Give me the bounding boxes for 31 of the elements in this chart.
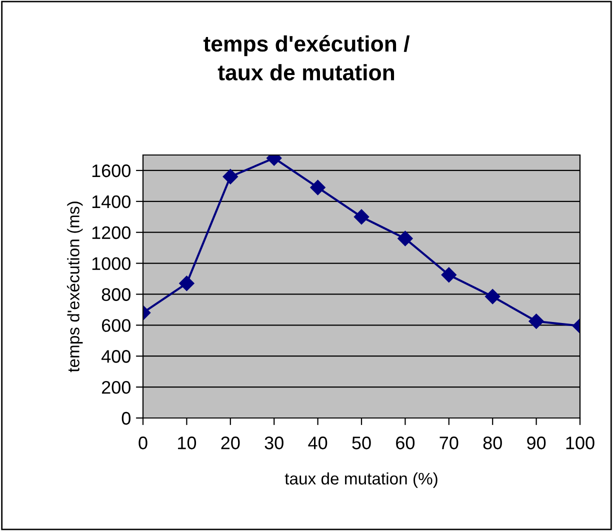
x-tick-label: 60 [396, 436, 415, 450]
y-tick-label: 200 [102, 380, 130, 394]
chart-title: temps d'exécution / taux de mutation [203, 35, 410, 80]
x-tick-label: 50 [352, 436, 371, 450]
x-axis-title: taux de mutation (%) [284, 472, 438, 488]
y-tick-label: 1400 [92, 195, 130, 208]
point [441, 267, 456, 282]
y-tick-label: 1000 [92, 257, 130, 270]
point [222, 169, 238, 184]
point [179, 276, 194, 291]
y-tick-label: 1600 [92, 164, 130, 178]
x-tick-label: 80 [483, 436, 502, 450]
point [310, 180, 326, 196]
point [398, 230, 413, 246]
x-tick-label: 40 [308, 436, 328, 450]
y-tick-label: 1200 [92, 226, 130, 240]
x-tick-label: 70 [440, 436, 458, 450]
x-tick-label: 20 [221, 436, 240, 450]
y-tick-label: 600 [102, 319, 130, 332]
y-tick-label: 0 [122, 412, 130, 425]
x-tick-label: 30 [264, 436, 284, 450]
y-tick-label: 800 [102, 288, 130, 301]
x-tick-label: 10 [178, 436, 196, 450]
x-tick-label: 100 [566, 436, 594, 450]
x-tick-label: 90 [527, 436, 546, 450]
x-tick-label: 0 [138, 436, 148, 450]
y-axis-title: temps d'exécution (ms) [66, 202, 83, 372]
point [485, 288, 500, 304]
y-tick-label: 400 [101, 350, 130, 363]
point [528, 314, 544, 329]
point [354, 209, 370, 224]
